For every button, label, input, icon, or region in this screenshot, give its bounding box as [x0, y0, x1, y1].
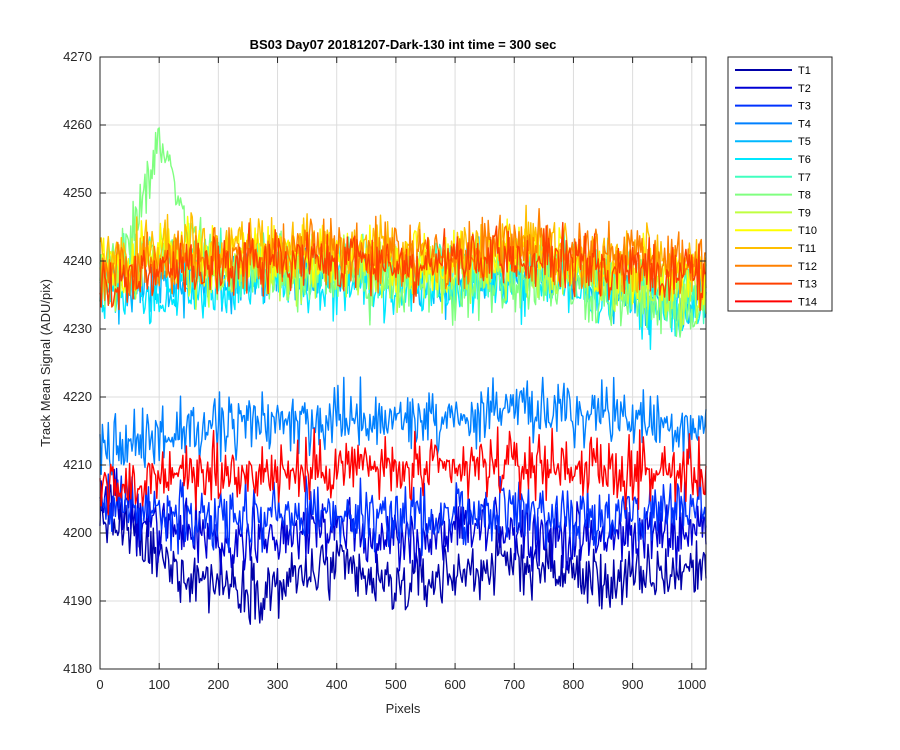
legend-label-t5: T5 [798, 136, 811, 148]
legend-label-t6: T6 [798, 154, 811, 166]
y-axis-label: Track Mean Signal (ADU/pix) [38, 279, 53, 447]
x-tick-label: 600 [444, 677, 466, 692]
legend-label-t9: T9 [798, 207, 811, 219]
series-line-t4 [99, 376, 707, 476]
series-line-t3 [99, 468, 707, 556]
x-axis-label: Pixels [386, 701, 421, 716]
y-tick-label: 4190 [63, 593, 92, 608]
x-tick-label: 500 [385, 677, 407, 692]
legend-label-t2: T2 [798, 83, 811, 95]
legend-label-t13: T13 [798, 279, 817, 291]
y-tick-label: 4270 [63, 49, 92, 64]
series-line-t13 [99, 221, 707, 312]
legend-label-t14: T14 [798, 296, 817, 308]
y-tick-label: 4240 [63, 253, 92, 268]
y-tick-label: 4220 [63, 389, 92, 404]
series-line-t11 [99, 204, 707, 300]
x-tick-label: 800 [563, 677, 585, 692]
legend-label-t8: T8 [798, 190, 811, 202]
x-tick-label: 100 [148, 677, 170, 692]
legend-label-t4: T4 [798, 118, 811, 130]
y-tick-label: 4260 [63, 117, 92, 132]
series-layer [99, 127, 707, 625]
legend: T1 T2 T3 T4 T5 T6 T7 T8 T9 T10 T11 T12 T13 T14 [727, 56, 833, 312]
chart-title: BS03 Day07 20181207-Dark-130 int time = … [250, 37, 557, 52]
x-tick-label: 1000 [677, 677, 706, 692]
x-tick-label: 200 [208, 677, 230, 692]
x-tick-label: 0 [96, 677, 103, 692]
y-tick-label: 4210 [63, 457, 92, 472]
y-tick-label: 4180 [63, 661, 92, 676]
series-line-t14 [99, 426, 707, 516]
legend-label-t1: T1 [798, 65, 811, 77]
y-tick-label: 4230 [63, 321, 92, 336]
x-tick-label: 300 [267, 677, 289, 692]
legend-label-t12: T12 [798, 261, 817, 273]
legend-label-t7: T7 [798, 172, 811, 184]
legend-label-t11: T11 [798, 243, 816, 255]
series-line-t1 [99, 484, 707, 625]
legend-label-t3: T3 [798, 101, 811, 113]
x-tick-label: 400 [326, 677, 348, 692]
legend-label-t10: T10 [798, 225, 817, 237]
ticks: 0 100 200 300 400 500 600 700 800 900 1000 4180 4190… [63, 49, 706, 692]
x-tick-label: 700 [503, 677, 525, 692]
series-line-t12 [99, 207, 707, 302]
plot-frame [99, 56, 707, 670]
x-tick-label: 900 [622, 677, 644, 692]
series-line-t2 [99, 467, 707, 576]
y-tick-label: 4250 [63, 185, 92, 200]
y-tick-label: 4200 [63, 525, 92, 540]
legend-box [727, 56, 833, 312]
